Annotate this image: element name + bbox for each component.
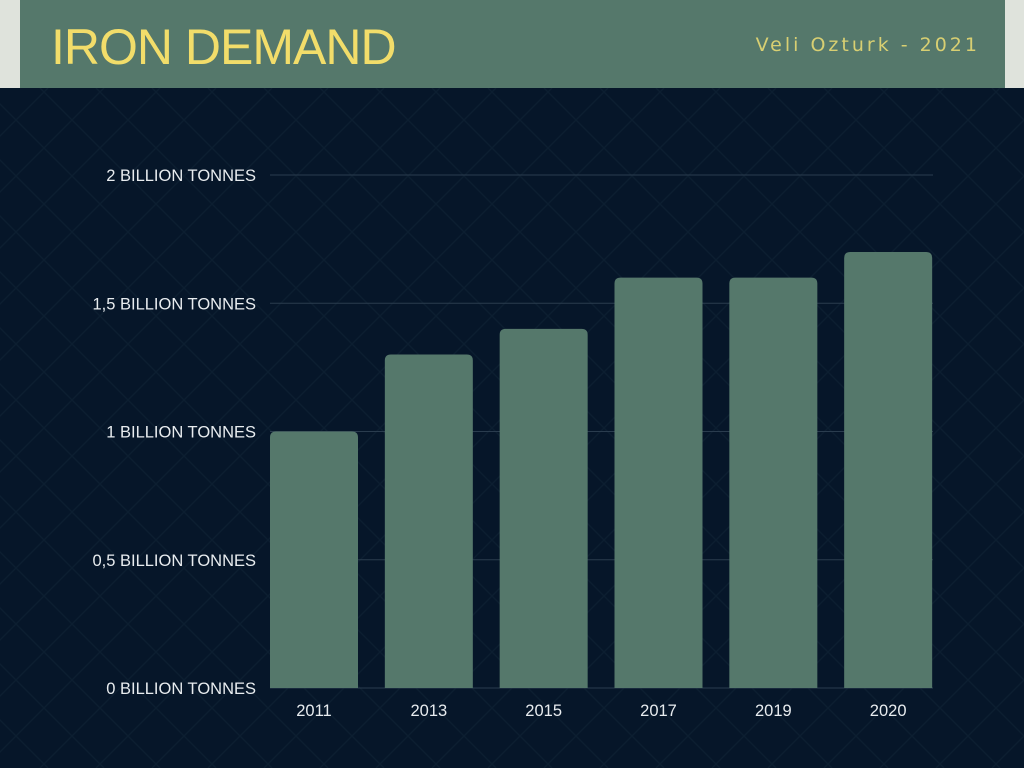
author-credit: Veli Ozturk - 2021 <box>755 34 980 56</box>
header-bar: IRON DEMAND Veli Ozturk - 2021 <box>20 0 1005 88</box>
x-tick-label: 2020 <box>870 702 907 720</box>
bar-2017 <box>614 277 703 688</box>
left-edge-strip <box>0 0 20 88</box>
chart-title: IRON DEMAND <box>51 19 397 75</box>
x-tick-label: 2011 <box>296 702 331 720</box>
bars <box>270 251 933 688</box>
y-tick-label: 1 BILLION TONNES <box>106 424 256 442</box>
gridlines <box>270 174 933 689</box>
x-axis-ticks: 2011 2013 2015 2017 2019 2020 <box>296 702 906 720</box>
y-axis-ticks: 0 BILLION TONNES 0,5 BILLION TONNES 1 BILL… <box>92 167 256 698</box>
bar-2011 <box>270 431 358 688</box>
y-tick-label: 0 BILLION TONNES <box>106 680 256 698</box>
bar-2015 <box>499 328 588 688</box>
x-tick-label: 2013 <box>410 702 447 720</box>
x-tick-label: 2017 <box>640 702 677 720</box>
bar-2013 <box>384 354 473 688</box>
y-tick-label: 2 BILLION TONNES <box>106 167 256 185</box>
right-edge-strip <box>1005 0 1024 88</box>
x-tick-label: 2019 <box>755 702 792 720</box>
bar-2020 <box>844 251 933 688</box>
y-tick-label: 1,5 BILLION TONNES <box>92 295 256 313</box>
bar-2019 <box>729 277 818 688</box>
x-tick-label: 2015 <box>525 702 562 720</box>
y-tick-label: 0,5 BILLION TONNES <box>92 552 256 570</box>
